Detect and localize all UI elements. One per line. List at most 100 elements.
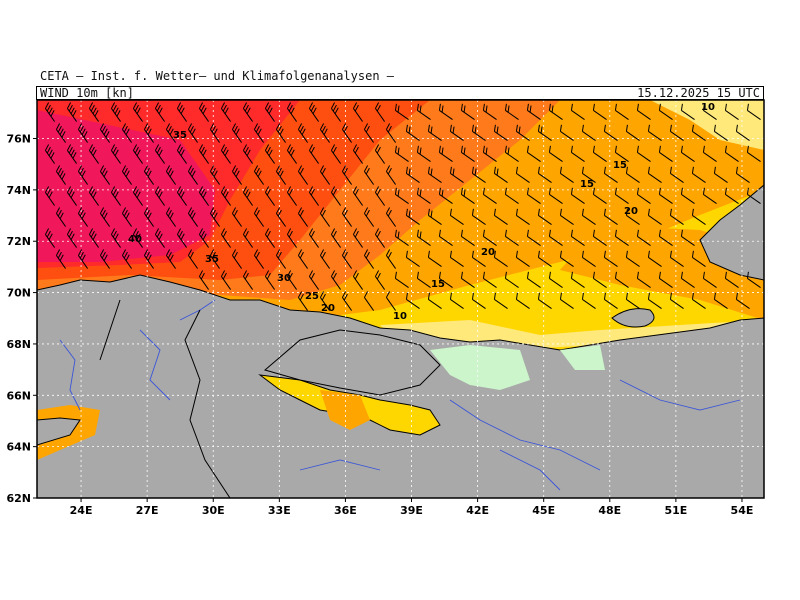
wind-barb bbox=[275, 165, 286, 185]
wind-barb bbox=[394, 271, 409, 288]
wind-barb bbox=[405, 124, 420, 141]
wind-barb bbox=[691, 208, 706, 225]
wind-barb bbox=[209, 123, 220, 143]
wind-barb bbox=[603, 208, 618, 225]
wind-barb bbox=[680, 271, 695, 288]
wind-barb bbox=[363, 165, 374, 185]
wind-barb bbox=[176, 228, 187, 248]
wind-barb bbox=[570, 103, 585, 120]
wind-barb bbox=[394, 187, 409, 204]
wind-barb bbox=[647, 166, 662, 183]
wind-barb bbox=[559, 208, 574, 225]
wind-barb bbox=[88, 186, 99, 206]
wind-barb bbox=[341, 165, 352, 185]
wind-barb bbox=[319, 249, 330, 269]
wind-barb bbox=[614, 103, 629, 120]
wind-barb bbox=[77, 249, 88, 269]
wind-barb bbox=[165, 207, 176, 227]
wind-barb bbox=[680, 229, 695, 246]
wind-barb bbox=[493, 250, 508, 267]
wind-barb bbox=[405, 166, 420, 183]
wind-barb bbox=[66, 102, 77, 122]
wind-barb bbox=[625, 292, 640, 309]
wind-barb bbox=[308, 102, 319, 122]
wind-barb bbox=[363, 123, 374, 143]
institute-title: CETA – Inst. f. Wetter– und Klimafolgena… bbox=[40, 69, 395, 83]
wind-barb bbox=[570, 271, 585, 288]
wind-barb bbox=[187, 207, 198, 227]
contour-label: 10 bbox=[701, 102, 715, 113]
wind-barb bbox=[416, 187, 431, 204]
wind-barb bbox=[143, 123, 154, 143]
wind-barb bbox=[209, 207, 220, 227]
wind-band-40 bbox=[37, 110, 215, 262]
wind-barb bbox=[438, 271, 453, 288]
wind-barb bbox=[713, 166, 728, 183]
wind-barb bbox=[242, 228, 253, 248]
wind-barb bbox=[526, 187, 541, 204]
wind-barb bbox=[702, 145, 717, 162]
wind-barb bbox=[319, 291, 330, 311]
kola-peninsula bbox=[263, 329, 441, 396]
wind-barb bbox=[99, 207, 110, 227]
wind-barb bbox=[669, 292, 684, 309]
wind-barb bbox=[416, 271, 431, 288]
wind-barb bbox=[110, 102, 121, 122]
wind-barbs bbox=[44, 102, 761, 311]
wind-barb bbox=[385, 249, 396, 269]
lon-tick-label: 27E bbox=[136, 504, 159, 517]
wind-barb bbox=[449, 292, 464, 309]
wind-barb bbox=[581, 124, 596, 141]
wind-barb bbox=[132, 102, 143, 122]
wind-barb bbox=[482, 229, 497, 246]
contour-label: 30 bbox=[277, 273, 291, 284]
wind-barb bbox=[427, 124, 442, 141]
wind-barb bbox=[121, 123, 132, 143]
wind-barb bbox=[691, 292, 706, 309]
wind-barb bbox=[385, 291, 396, 311]
wind-barb bbox=[363, 249, 374, 269]
wind-barb bbox=[504, 229, 519, 246]
wind-barb bbox=[253, 123, 264, 143]
wind-barb bbox=[581, 166, 596, 183]
wind-barb bbox=[154, 228, 165, 248]
wind-barb bbox=[44, 186, 55, 206]
wind-barb bbox=[264, 186, 275, 206]
lon-tick-label: 24E bbox=[70, 504, 93, 517]
wind-barb bbox=[121, 207, 132, 227]
wind-barb bbox=[297, 291, 308, 311]
wind-barb bbox=[405, 292, 420, 309]
wind-barb bbox=[559, 124, 574, 141]
wind-barb bbox=[746, 103, 761, 120]
wind-barb bbox=[286, 102, 297, 122]
wind-barb bbox=[658, 145, 673, 162]
wind-barb bbox=[220, 186, 231, 206]
wind-barb bbox=[330, 144, 341, 164]
wind-barb bbox=[592, 271, 607, 288]
wind-barb bbox=[658, 229, 673, 246]
wind-barb bbox=[286, 186, 297, 206]
wind-barb bbox=[275, 207, 286, 227]
wind-barb bbox=[154, 186, 165, 206]
wind-barb bbox=[275, 123, 286, 143]
contour-label: 15 bbox=[431, 279, 445, 290]
wind-barb bbox=[363, 291, 374, 311]
wind-barb bbox=[264, 228, 275, 248]
wind-barb bbox=[746, 271, 761, 288]
wind-barb bbox=[165, 249, 176, 269]
wind-barb bbox=[680, 187, 695, 204]
wind-barb bbox=[44, 102, 55, 122]
lat-tick-label: 62N bbox=[6, 492, 31, 505]
wind-barb bbox=[88, 144, 99, 164]
wind-barb bbox=[548, 145, 563, 162]
wind-barb bbox=[143, 165, 154, 185]
wind-barb bbox=[88, 102, 99, 122]
wind-barb bbox=[242, 102, 253, 122]
wind-barb bbox=[308, 270, 319, 290]
wind-barb bbox=[603, 250, 618, 267]
lon-tick-label: 42E bbox=[466, 504, 489, 517]
wind-barb bbox=[319, 165, 330, 185]
wind-barb bbox=[308, 186, 319, 206]
wind-barb bbox=[449, 208, 464, 225]
wind-barb bbox=[121, 249, 132, 269]
